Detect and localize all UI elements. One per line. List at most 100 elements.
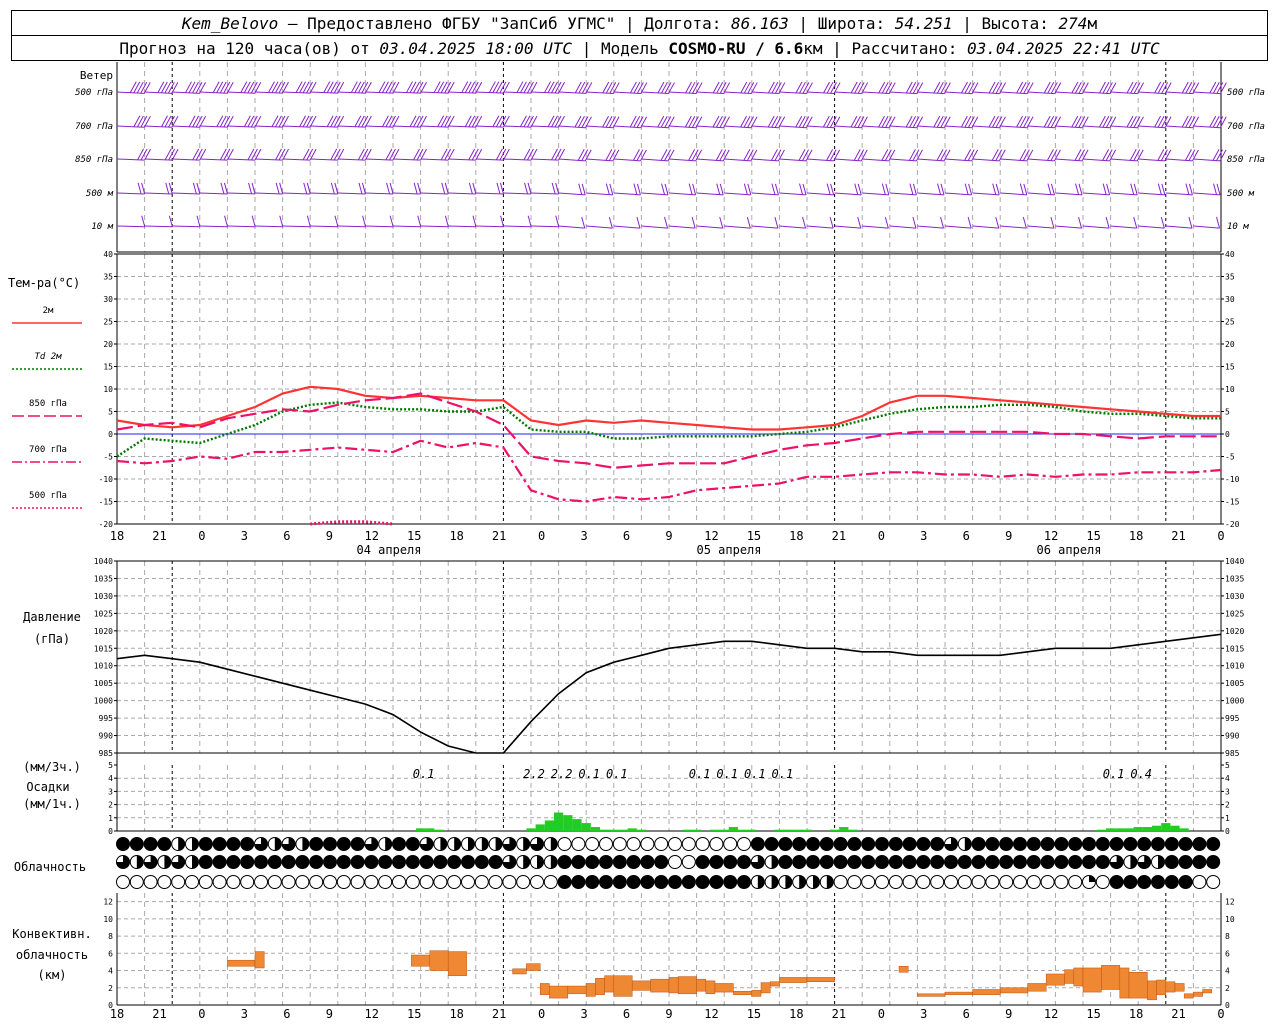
conv-cloud-bar (1193, 991, 1203, 997)
cloud-symbol-lower (461, 875, 475, 889)
cloud-symbol-middle (695, 855, 710, 869)
wind-barb-shaft (172, 225, 200, 228)
wind-barb-feather (660, 149, 668, 161)
cloud-symbol-lower (226, 875, 241, 889)
wind-barb-shaft (420, 158, 449, 161)
conv-title-1: Конвективн. (12, 927, 91, 941)
wind-barb-feather (499, 81, 507, 94)
wind-level-label: 500 м (86, 189, 114, 199)
wind-barb-feather (437, 115, 445, 127)
temp-ytick-left: 40 (103, 250, 113, 259)
wind-barb-feather (334, 182, 339, 195)
wind-level-label-right: 700 гПа (1227, 122, 1265, 132)
pressure-ytick-right: 1035 (1225, 574, 1244, 583)
wind-level-label: 850 гПа (75, 155, 113, 165)
station-name: Kem_Belovo (181, 13, 279, 33)
cloud-circle (916, 875, 931, 889)
temp-ytick-right: 35 (1225, 273, 1235, 282)
precip-ytick-left: 3 (108, 787, 113, 796)
conv-cloud-bar (650, 978, 670, 993)
wind-barb-shaft (613, 225, 640, 229)
conv-cloud-bar (1174, 983, 1185, 992)
temp-ytick-left: 10 (103, 385, 113, 394)
wind-barb-shaft (724, 225, 751, 229)
wind-barb-feather (475, 115, 483, 128)
wind-barb-feather (940, 82, 948, 94)
conv-cloud-bar (1165, 981, 1176, 993)
cloud-symbol-middle (875, 855, 889, 869)
precip-bar (728, 827, 738, 831)
wind-barb-feather (1078, 82, 1086, 94)
temp-ytick-right: 20 (1225, 340, 1235, 349)
cloud-circle (1068, 855, 1083, 869)
conv-cloud-bar (1128, 972, 1148, 999)
conv-cloud-bar (733, 990, 753, 995)
wind-barb-shaft (310, 158, 338, 161)
wind-barb-feather (271, 81, 279, 93)
wind-barb-feather (912, 183, 917, 195)
precip-ytick-right: 1 (1225, 814, 1230, 823)
temp-hour-tick: 0 (878, 529, 885, 543)
wind-barb-feather (1019, 183, 1024, 195)
wind-barb-feather (1106, 183, 1111, 195)
cloud-fill-full (806, 837, 820, 851)
cloud-circle (1068, 875, 1083, 889)
wind-barb-feather (526, 148, 534, 161)
temp-hour-tick: 18 (789, 529, 803, 543)
cloud-symbol-upper (447, 837, 462, 851)
cloud-symbol-middle (1095, 855, 1110, 869)
pressure-ytick-left: 1040 (94, 557, 113, 566)
wind-barb-feather (306, 115, 314, 128)
wind-barb-feather (1050, 82, 1058, 94)
wind-barb-feather (216, 81, 224, 94)
wind-barb-feather (933, 115, 941, 128)
precip-bar (692, 829, 702, 831)
wind-barb-feather (905, 81, 913, 94)
wind-barb-feather (278, 115, 286, 128)
wind-barb-feather (495, 148, 503, 161)
wind-barb-feather (361, 182, 366, 195)
cloud-circle (999, 875, 1014, 889)
wind-barb-feather (857, 149, 865, 161)
wind-barb-shaft (944, 91, 972, 95)
temp-hour-tick: 0 (538, 529, 545, 543)
conv-hour-tick: 9 (1005, 1007, 1012, 1021)
wind-barb-feather (420, 115, 427, 128)
wind-barb-feather (605, 116, 613, 128)
cloud-symbol-upper (750, 837, 765, 851)
cloud-circle (516, 875, 531, 889)
temp-hour-tick: 18 (449, 529, 463, 543)
wind-barb-feather (212, 81, 220, 93)
wind-barb-feather (636, 82, 644, 94)
wind-barb-feather (495, 81, 503, 94)
wind-barb-feather (716, 81, 724, 94)
cloud-symbol-middle (226, 855, 241, 869)
wind-barb-feather (333, 148, 341, 161)
cloud-symbol-lower (944, 875, 958, 889)
cloud-symbol-lower (488, 875, 503, 889)
longitude-value: 86.163 (731, 13, 789, 33)
temp-ytick-right: 15 (1225, 363, 1235, 372)
wind-barb-shaft (282, 125, 311, 128)
pressure-ytick-left: 990 (99, 732, 114, 741)
wind-barb-feather (192, 115, 200, 128)
cloud-symbol-middle (433, 855, 448, 869)
precip-bar (609, 829, 619, 831)
temp-ytick-right: 30 (1225, 295, 1235, 304)
wind-barb-feather (199, 82, 206, 94)
wind-barb-shaft (144, 225, 173, 228)
cloud-fill-half (454, 837, 461, 851)
conv-title-2: облачность (16, 948, 88, 962)
t850-line (116, 392, 1221, 469)
wind-barb-shaft (1082, 225, 1110, 229)
temp-hour-tick: 18 (110, 529, 124, 543)
precip-bar (544, 820, 554, 831)
cloud-symbol-lower (1151, 875, 1165, 889)
cloud-fill-full (1137, 837, 1151, 851)
wind-barb-feather (157, 81, 165, 93)
wind-barb-feather (168, 215, 173, 227)
wind-barb-feather (140, 148, 148, 161)
wind-barb-feather (247, 148, 255, 161)
cloud-circle (681, 837, 696, 851)
precip-bar (682, 829, 692, 831)
